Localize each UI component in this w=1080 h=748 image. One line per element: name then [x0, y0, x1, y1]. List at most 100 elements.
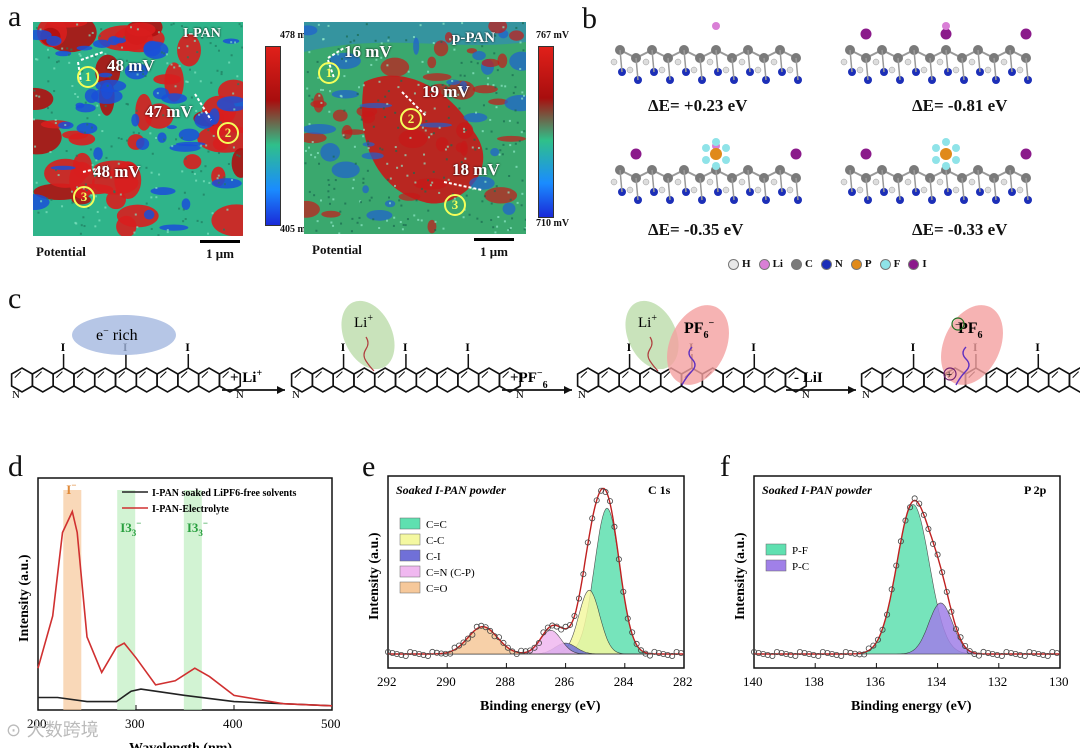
texture-speckle [33, 118, 36, 121]
x-tick-label: 282 [673, 674, 693, 689]
texture-speckle [395, 149, 398, 152]
fluorine-atom [722, 144, 730, 152]
texture-speckle [319, 199, 322, 202]
hydrogen-atom [920, 186, 928, 194]
legend-label: P-F [792, 545, 808, 557]
texture-speckle [509, 198, 512, 201]
iodine-atom [860, 28, 872, 40]
texture-speckle [238, 23, 241, 26]
hydrogen-atom [674, 178, 682, 186]
phosphorus-atom [940, 148, 952, 160]
texture-blob [321, 210, 341, 218]
texture-speckle [523, 228, 526, 231]
texture-speckle [440, 40, 443, 43]
data-point [411, 649, 418, 656]
texture-speckle [317, 23, 320, 26]
texture-speckle [195, 179, 198, 182]
legend-swatch [765, 559, 787, 572]
texture-speckle [186, 56, 189, 59]
bond [961, 177, 965, 201]
bond [1009, 169, 1013, 193]
texture-speckle [316, 60, 319, 63]
texture-blue [175, 141, 206, 147]
texture-speckle [424, 111, 427, 114]
texture-speckle [199, 27, 202, 30]
bond [763, 57, 767, 81]
x-tick-label: 130 [1049, 674, 1069, 689]
data-point [842, 648, 849, 655]
texture-blue [178, 128, 200, 142]
wavy-bond [955, 346, 970, 386]
texture-speckle [158, 173, 161, 176]
bond [715, 49, 719, 73]
double-bond [159, 371, 167, 378]
texture-speckle [427, 179, 430, 182]
data-point [943, 588, 950, 595]
double-bond [926, 371, 934, 378]
texture-speckle [184, 157, 187, 160]
texture-speckle [185, 80, 188, 83]
texture-blob [481, 58, 500, 68]
hydrogen-atom [642, 178, 650, 186]
marker-2-ipan: 2 [217, 122, 239, 144]
annotation-2-ppan: 19 mV [422, 82, 470, 101]
texture-speckle [359, 106, 362, 109]
arrow-head [564, 386, 572, 394]
data-point [870, 642, 877, 649]
data-point [385, 648, 392, 655]
fluorine-atom [932, 156, 940, 164]
texture-speckle [186, 80, 189, 83]
hydrogen-atom [1016, 186, 1024, 194]
texture-speckle [519, 41, 522, 44]
nitrogen-label: N [292, 389, 300, 401]
texture-speckle [47, 80, 50, 83]
data-point [629, 629, 636, 636]
texture-speckle [207, 232, 210, 235]
bond [993, 57, 997, 81]
xps-frame [753, 475, 1061, 669]
uvvis-ylabel: Intensity (a.u.) [17, 554, 32, 642]
texture-speckle [472, 72, 475, 75]
data-point [429, 648, 436, 655]
bond [699, 177, 703, 201]
texture-speckle [442, 227, 445, 230]
hexafluorophosphate-cloud [941, 305, 1003, 385]
x-tick-label: 290 [436, 674, 456, 689]
iodine-atom [790, 148, 802, 160]
bond [683, 49, 687, 73]
texture-speckle [481, 45, 484, 48]
texture-speckle [464, 129, 467, 132]
data-point [638, 647, 645, 654]
texture-speckle [86, 117, 89, 120]
texture-speckle [79, 232, 82, 235]
texture-blue [157, 132, 167, 143]
texture-speckle [57, 174, 60, 177]
texture-speckle [343, 75, 346, 78]
texture-speckle [492, 84, 495, 87]
texture-red [177, 33, 201, 67]
bond [795, 57, 799, 81]
texture-speckle [78, 53, 81, 56]
double-bond [502, 371, 509, 378]
aromatic-ring [135, 367, 158, 393]
texture-blob [472, 50, 486, 61]
double-bond [989, 371, 996, 378]
texture-speckle [76, 23, 79, 26]
texture-speckle [160, 51, 163, 54]
data-point [531, 644, 538, 651]
data-point [907, 504, 914, 511]
texture-blob [455, 142, 467, 153]
nitrogen-label: N [802, 389, 810, 401]
texture-speckle [459, 74, 462, 77]
texture-speckle [338, 232, 341, 234]
hydrogen-atom [770, 58, 778, 66]
texture-speckle [412, 36, 415, 39]
hydrogen-atom [888, 66, 896, 74]
data-point [796, 648, 803, 655]
texture-speckle [370, 63, 373, 66]
hydrogen-atom [786, 186, 794, 194]
texture-speckle [520, 204, 523, 207]
texture-speckle [378, 80, 381, 83]
envelope-fit [388, 487, 684, 655]
texture-speckle [200, 144, 203, 147]
